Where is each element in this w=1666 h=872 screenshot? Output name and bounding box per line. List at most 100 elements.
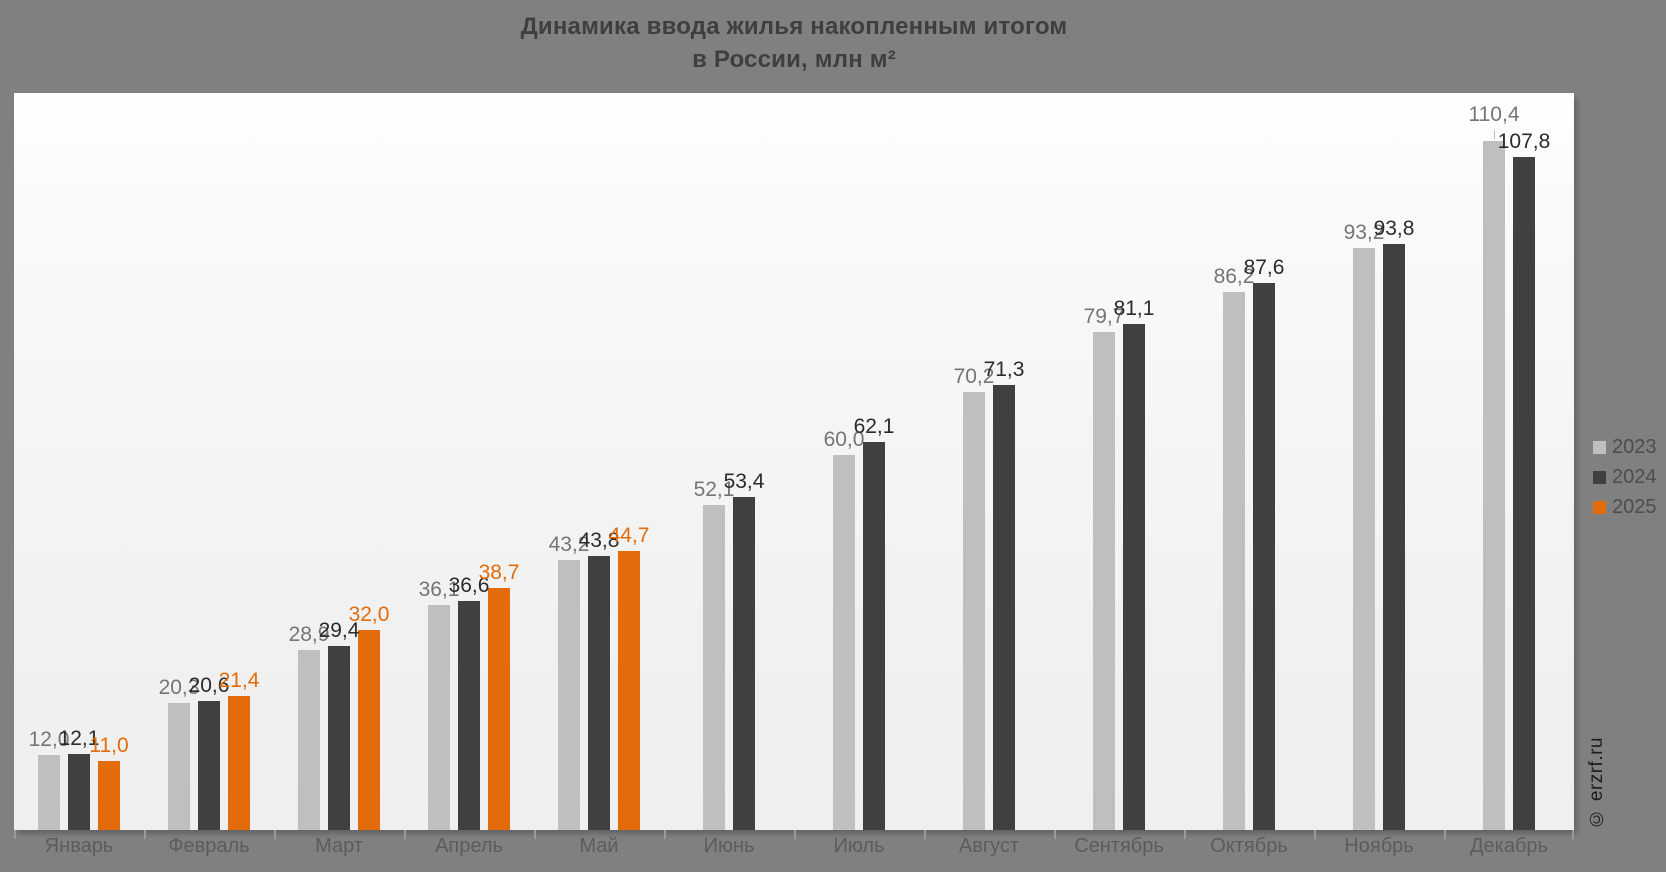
bar-group-item: 43,8 [579,530,619,830]
x-axis-labels: Январь Февраль Март Апрель Май Июнь Июль Август… [14,835,1574,858]
x-axis-label-Август: Август [958,835,1020,857]
x-axis-tick [794,830,796,839]
category-group-Февраль: 20,3 20,6 21,4 [144,93,274,830]
bar-group-item: 86,2 [1214,266,1254,830]
bar-2023-Июль [833,455,855,830]
bar-group-item: 107,8 [1498,131,1550,830]
bar-2025-Январь [98,761,120,830]
bar-2024-Март [328,646,350,830]
legend-swatch-2023 [1593,440,1606,454]
bar-value-label: 21,4 [218,669,260,693]
legend: 2023 2024 2025 [1593,432,1657,522]
bar-2023-Август [963,391,985,830]
bar-value-label: 53,4 [723,469,765,493]
x-axis-label-Февраль: Февраль [168,835,250,857]
bar-2024-Февраль [198,701,220,830]
x-axis-label-Октябрь: Октябрь [1210,835,1288,857]
label-leader-line [1493,129,1495,139]
bar-value-label: 60,0 [823,428,865,452]
bar-value-label: 32,0 [348,603,390,627]
x-axis-tick [14,830,16,839]
x-axis-tick [1054,830,1056,839]
x-axis-ticks [14,830,1574,840]
x-axis-tick [1572,830,1574,839]
x-axis-label-Сентябрь: Сентябрь [1074,835,1164,857]
bar-group-item: 52,1 [694,479,734,830]
bar-2023-Декабрь [1483,140,1505,830]
x-axis-tick [534,830,536,839]
bar-2024-Ноябрь [1383,244,1405,830]
category-group-Август: 70,2 71,3 [924,93,1054,830]
bar-value-label: 12,1 [58,727,100,751]
bar-2025-Март [358,630,380,830]
x-axis-tick [404,830,406,839]
bar-2024-Май [588,556,610,830]
x-axis-label-Май: Май [579,835,619,857]
x-axis-tick [144,830,146,839]
chart-title-line2: в России, млн м² [692,46,896,74]
bar-2023-Октябрь [1223,291,1245,830]
bar-value-label: 107,8 [1497,129,1551,153]
bar-group-item: 32,0 [349,604,389,830]
bar-value-label: 44,7 [608,523,650,547]
chart-title-line1: Динамика ввода жилья накопленным итогом [520,13,1068,40]
category-group-Март: 28,9 29,4 32,0 [274,93,404,830]
legend-label-2025: 2025 [1612,495,1657,518]
bar-group-item: 29,4 [319,620,359,830]
bar-group-item: 60,0 [824,429,864,830]
bar-group-item: 62,1 [854,416,894,830]
x-axis-tick [664,830,666,839]
x-axis-tick [1444,830,1446,839]
bar-group-item: 53,4 [724,471,764,830]
bar-group-item: 93,8 [1374,218,1414,830]
bar-2023-Февраль [168,703,190,830]
bar-group-item: 28,9 [289,624,329,830]
watermark: © erzrf.ru [1586,736,1607,828]
bar-value-label: 110,4 [1468,102,1520,126]
x-axis-tick [924,830,926,839]
x-axis-tick [1184,830,1186,839]
x-axis-label-Декабрь: Декабрь [1470,835,1548,857]
bar-group-item: 36,1 [419,579,459,830]
bar-2023-Июнь [703,504,725,830]
bar-value-label: 43,2 [548,533,590,557]
bar-2024-Октябрь [1253,282,1275,830]
legend-label-2024: 2024 [1612,465,1657,488]
bar-2024-Июнь [733,496,755,830]
legend-item-2023: 2023 [1593,432,1657,462]
bar-2024-Сентябрь [1123,323,1145,830]
bar-value-label: 20,6 [188,674,230,698]
bar-value-label: 86,2 [1213,264,1255,288]
legend-label-2023: 2023 [1612,435,1657,458]
bar-2023-Апрель [428,604,450,830]
bar-group-item: 93,2 [1344,222,1384,830]
x-axis-label-Июль: Июль [833,835,885,857]
bar-value-label: 93,2 [1343,220,1385,244]
bar-group-item: 70,2 [954,366,994,830]
bar-group-item: 21,4 [219,670,259,830]
category-group-Апрель: 36,1 36,6 38,7 [404,93,534,830]
x-axis-label-Март: Март [315,835,363,857]
bar-value-label: 38,7 [478,561,520,585]
category-group-Октябрь: 86,2 87,6 [1184,93,1314,830]
bar-value-label: 81,1 [1113,296,1155,320]
x-axis-label-Апрель: Апрель [435,835,503,857]
bar-group-item: 12,0 [29,729,69,830]
bar-value-label: 28,9 [288,622,330,646]
legend-swatch-2024 [1593,470,1606,484]
bar-2023-Май [558,560,580,830]
bar-value-label: 87,6 [1243,255,1285,279]
bar-2024-Январь [68,754,90,830]
bar-group-item: 81,1 [1114,298,1154,830]
category-group-Декабрь: 110,4 107,8 [1444,93,1574,830]
bar-group-item: 11,0 [89,735,129,830]
category-group-Июль: 60,0 62,1 [794,93,924,830]
bar-group-item: 71,3 [984,359,1024,830]
category-group-Ноябрь: 93,2 93,8 [1314,93,1444,830]
bar-group-item: 20,3 [159,677,199,830]
plot: 12,0 12,1 11,0 20,3 20,6 21,4 28,9 29,4 32,0 36,1… [14,93,1574,830]
category-group-Май: 43,2 43,8 44,7 [534,93,664,830]
category-group-Сентябрь: 79,7 81,1 [1054,93,1184,830]
legend-swatch-2025 [1593,500,1606,514]
